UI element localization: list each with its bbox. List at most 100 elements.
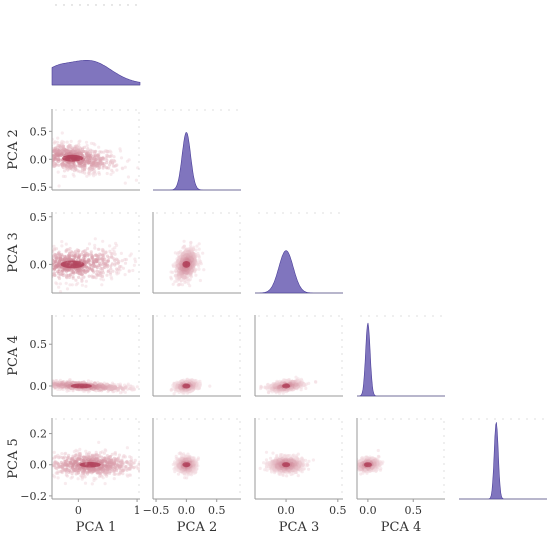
density-point — [186, 278, 190, 282]
density-point — [42, 454, 45, 457]
density-point — [48, 384, 51, 387]
panel-dot-tick — [239, 229, 241, 231]
density-point — [9, 378, 12, 381]
density-point — [129, 387, 133, 391]
density-point — [24, 165, 27, 168]
panel-dot-tick — [239, 491, 241, 493]
density-point — [57, 252, 61, 256]
density-point — [133, 257, 137, 261]
density-point — [23, 383, 26, 386]
density-point — [47, 179, 50, 182]
density-point — [81, 250, 85, 254]
density-point — [40, 276, 43, 279]
density-point — [95, 253, 99, 257]
density-point — [86, 155, 90, 160]
panel-dot-tick — [63, 418, 65, 420]
panel-dot-tick — [196, 315, 198, 317]
density-point — [145, 390, 148, 393]
density-point — [85, 152, 89, 156]
density-point — [111, 164, 116, 168]
density-point — [83, 156, 87, 160]
panel-dot-tick — [111, 109, 113, 111]
density-point — [105, 171, 109, 176]
density-panel-pca4-vs-pca2 — [152, 315, 241, 397]
density-core — [70, 383, 92, 389]
density-point — [190, 386, 194, 390]
density-point — [20, 385, 23, 388]
density-point — [114, 267, 119, 271]
panel-dot-tick — [138, 119, 140, 121]
density-point — [120, 390, 124, 394]
density-point — [105, 153, 109, 157]
density-point — [18, 275, 21, 278]
diag-dot-tick — [188, 109, 190, 111]
density-point — [126, 382, 130, 386]
density-point — [79, 151, 83, 155]
panel-dot-tick — [111, 315, 113, 317]
density-point — [111, 269, 115, 273]
diag-dot-tick — [314, 212, 316, 214]
density-point — [144, 263, 147, 266]
density-point — [52, 473, 55, 477]
density-point — [63, 254, 67, 259]
density-point — [122, 454, 126, 458]
density-point — [74, 278, 78, 282]
panel-dot-tick — [236, 418, 238, 420]
panel-dot-tick — [138, 168, 140, 170]
panel-dot-tick — [239, 360, 241, 362]
density-point — [119, 462, 123, 466]
density-point — [102, 157, 106, 161]
panel-dot-tick — [95, 315, 97, 317]
density-point — [104, 449, 108, 453]
density-point — [49, 386, 52, 389]
density-point — [57, 149, 61, 153]
density-point — [89, 162, 93, 166]
panel-dot-tick — [138, 175, 140, 177]
density-point — [79, 458, 83, 462]
density-point — [123, 390, 127, 394]
density-point — [128, 459, 132, 463]
density-point — [125, 460, 129, 464]
density-point — [31, 144, 34, 147]
density-point — [184, 247, 188, 251]
panel-dot-tick — [138, 332, 140, 334]
density-point — [75, 449, 80, 453]
density-point — [39, 278, 42, 281]
density-point — [64, 473, 68, 477]
density-point — [131, 268, 135, 273]
density-point — [147, 459, 150, 462]
panel-dot-tick — [87, 418, 89, 420]
diag-dot-tick — [220, 109, 222, 111]
density-point — [76, 469, 80, 473]
density-point — [84, 279, 88, 283]
density-point — [47, 155, 50, 158]
density-point — [35, 288, 38, 291]
density-point — [110, 262, 114, 266]
density-point — [39, 144, 42, 147]
density-point — [191, 251, 195, 255]
density-point — [58, 282, 63, 286]
density-point — [2, 384, 5, 387]
panel-dot-tick — [138, 285, 140, 287]
density-point — [35, 144, 38, 147]
density-point — [110, 168, 114, 172]
density-point — [92, 166, 96, 171]
density-point — [24, 268, 27, 271]
density-point — [99, 277, 103, 281]
density-point — [185, 379, 189, 383]
panel-dot-tick — [239, 456, 241, 458]
panel-dot-tick — [212, 315, 214, 317]
diag-dot-tick — [408, 315, 410, 317]
density-point — [103, 264, 107, 268]
density-point — [87, 167, 91, 171]
density-point — [87, 258, 91, 262]
density-point — [55, 140, 60, 144]
density-point — [118, 268, 122, 272]
density-point — [120, 259, 124, 263]
panel-dot-tick — [138, 215, 140, 217]
density-point — [40, 252, 43, 255]
density-point — [115, 168, 119, 172]
density-point — [85, 251, 89, 255]
density-point — [90, 457, 95, 461]
density-point — [85, 159, 89, 164]
